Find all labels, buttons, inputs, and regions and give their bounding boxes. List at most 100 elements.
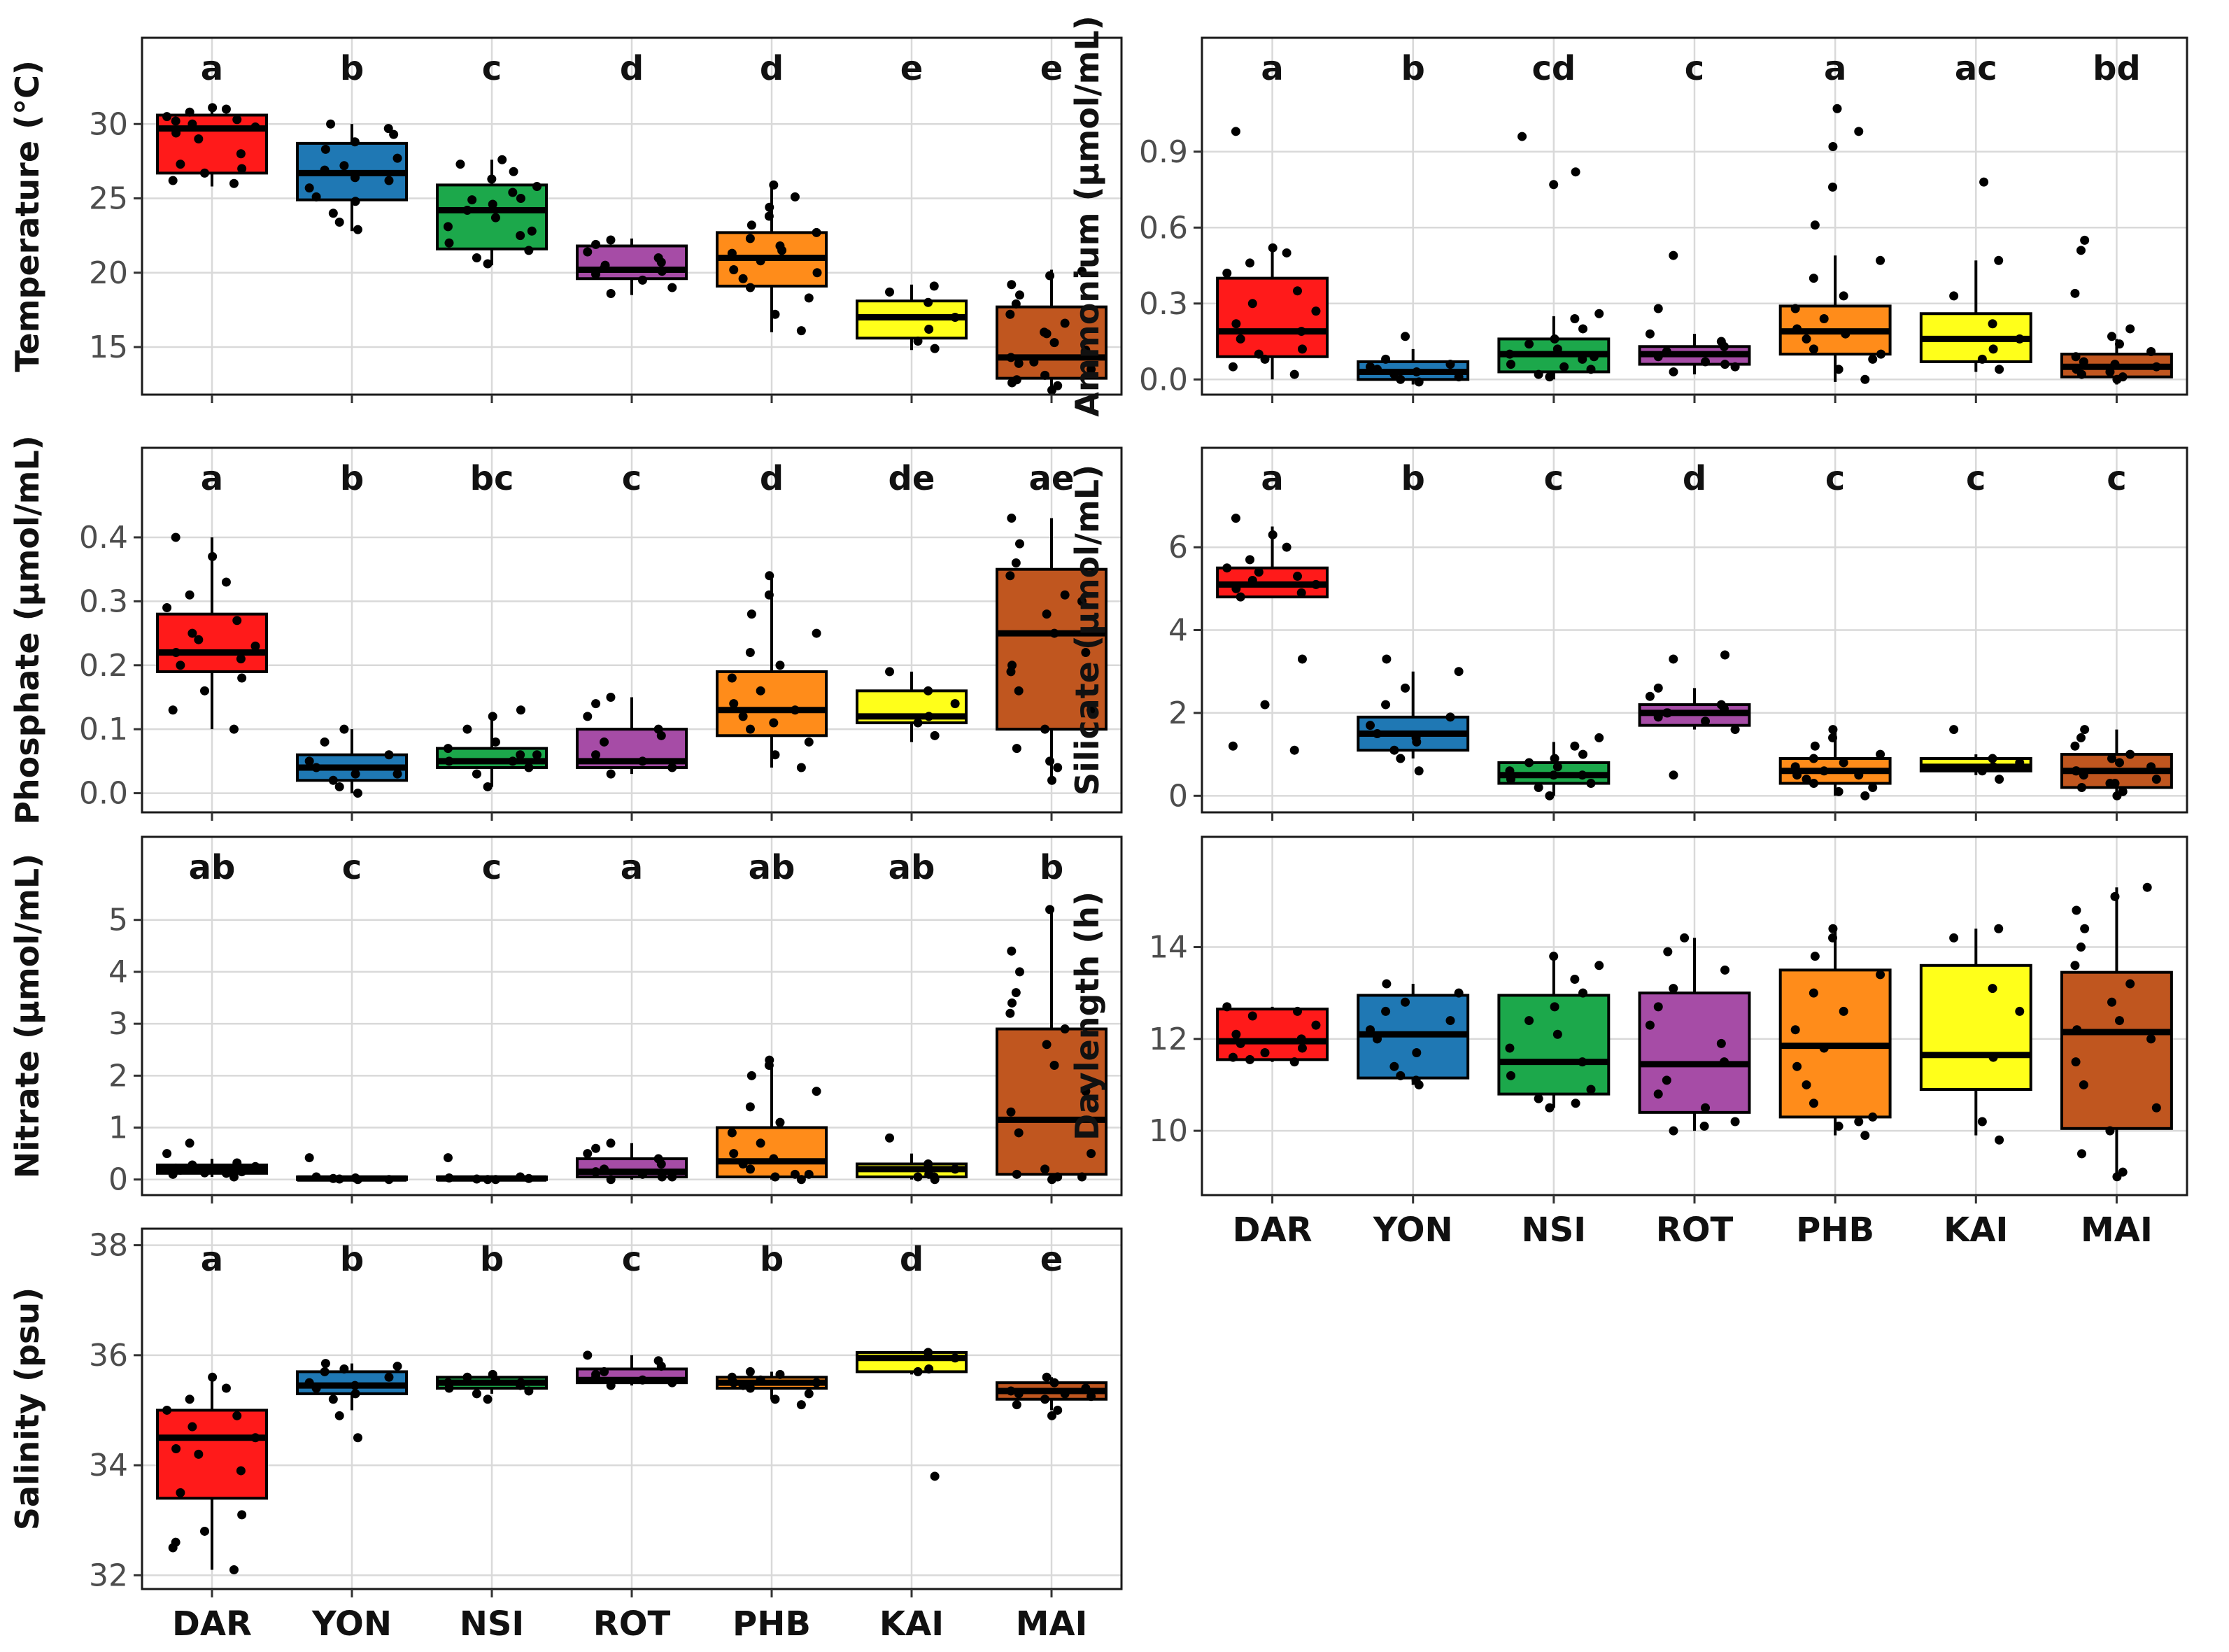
data-point: [1012, 744, 1021, 754]
data-point: [2072, 766, 2081, 776]
significance-letter: ac: [1955, 49, 1997, 88]
y-tick-label: 0: [1168, 778, 1188, 814]
data-point: [1834, 365, 1844, 374]
data-point: [745, 234, 755, 243]
data-point: [1828, 725, 1838, 735]
y-tick-label: 0.2: [79, 648, 128, 684]
data-point: [756, 1375, 765, 1385]
data-point: [1549, 770, 1559, 780]
data-point: [237, 673, 247, 683]
data-point: [770, 1172, 780, 1182]
data-point: [1236, 1038, 1245, 1048]
data-point: [1792, 770, 1802, 780]
data-point: [1049, 338, 1059, 348]
data-point: [1087, 705, 1096, 715]
data-point: [185, 1138, 194, 1148]
data-point: [1014, 686, 1024, 696]
data-point: [1790, 1025, 1800, 1035]
data-point: [1042, 1040, 1052, 1050]
data-point: [185, 1395, 194, 1404]
significance-letter: c: [1544, 459, 1564, 498]
data-point: [168, 176, 178, 185]
data-point: [804, 1389, 814, 1399]
data-point: [1594, 309, 1604, 318]
y-tick-label: 6: [1168, 530, 1188, 565]
data-point: [1228, 741, 1238, 751]
data-point: [171, 647, 181, 657]
data-point: [745, 1102, 755, 1112]
significance-letter: c: [622, 459, 642, 498]
data-point: [237, 164, 247, 174]
data-point: [389, 129, 399, 139]
gridlines: [142, 837, 1121, 1195]
data-point: [1578, 354, 1587, 364]
y-tick-label: 34: [89, 1448, 128, 1483]
data-point: [1860, 791, 1870, 800]
data-point: [176, 661, 185, 670]
data-point: [1552, 762, 1562, 772]
data-point: [653, 1154, 663, 1164]
data-point: [591, 750, 601, 760]
data-point: [2118, 372, 2128, 382]
data-point: [1412, 367, 1422, 376]
data-point: [1979, 177, 1989, 187]
data-point: [1505, 766, 1515, 776]
significance-letter: c: [342, 848, 362, 887]
data-point: [443, 1378, 453, 1388]
data-point: [1669, 654, 1678, 664]
data-point: [930, 1471, 940, 1481]
data-point: [812, 1378, 821, 1388]
y-tick-label: 2: [108, 1058, 128, 1094]
data-point: [1247, 299, 1257, 309]
data-point: [497, 155, 507, 164]
data-point: [1988, 1052, 1998, 1062]
significance-letter: e: [900, 49, 924, 88]
data-point: [1087, 1392, 1096, 1402]
data-point: [1007, 378, 1017, 388]
significance-letter: e: [1040, 49, 1063, 88]
data-point: [606, 289, 616, 298]
data-point: [924, 686, 933, 696]
panel-nitrate: 0 1 2 3 4 5 ab c c a ab ab b Nitrate (µmol/mL): [8, 835, 1123, 1203]
data-point: [1506, 775, 1515, 784]
y-tick-label: 12: [1149, 1022, 1188, 1057]
data-point: [1012, 1400, 1021, 1410]
data-point: [729, 1149, 739, 1159]
data-point: [745, 647, 755, 657]
data-point: [1578, 1057, 1587, 1067]
data-point: [1720, 360, 1730, 369]
data-point: [1007, 998, 1017, 1008]
data-point: [2146, 1034, 2156, 1044]
box-rot: [1638, 688, 1751, 730]
data-point: [1730, 725, 1740, 735]
box-phb: [716, 183, 828, 332]
gridlines: [142, 1229, 1121, 1589]
data-point: [729, 265, 739, 274]
data-point: [913, 718, 923, 728]
data-point: [1296, 1034, 1306, 1044]
data-point: [1060, 1389, 1070, 1399]
significance-letter: a: [201, 459, 223, 498]
data-point: [1790, 304, 1800, 313]
data-point: [1809, 274, 1818, 283]
data-point: [1228, 1052, 1238, 1062]
data-point: [667, 1378, 677, 1388]
data-point: [1669, 1126, 1678, 1136]
data-point: [2125, 979, 2135, 989]
data-point: [667, 763, 677, 772]
data-point: [765, 1055, 774, 1065]
data-point: [2072, 1025, 2082, 1035]
data-point: [1534, 369, 1543, 379]
data-point: [250, 1162, 260, 1171]
data-point: [1876, 970, 1885, 980]
data-point: [1860, 1131, 1870, 1141]
data-point: [1570, 974, 1580, 984]
y-tick-label: 3: [108, 1006, 128, 1042]
data-point: [2114, 1016, 2124, 1026]
data-point: [1401, 997, 1410, 1007]
data-point: [1716, 337, 1726, 346]
data-point: [1645, 691, 1655, 701]
data-point: [1231, 514, 1240, 523]
data-point: [600, 737, 609, 747]
data-point: [1505, 1043, 1515, 1053]
